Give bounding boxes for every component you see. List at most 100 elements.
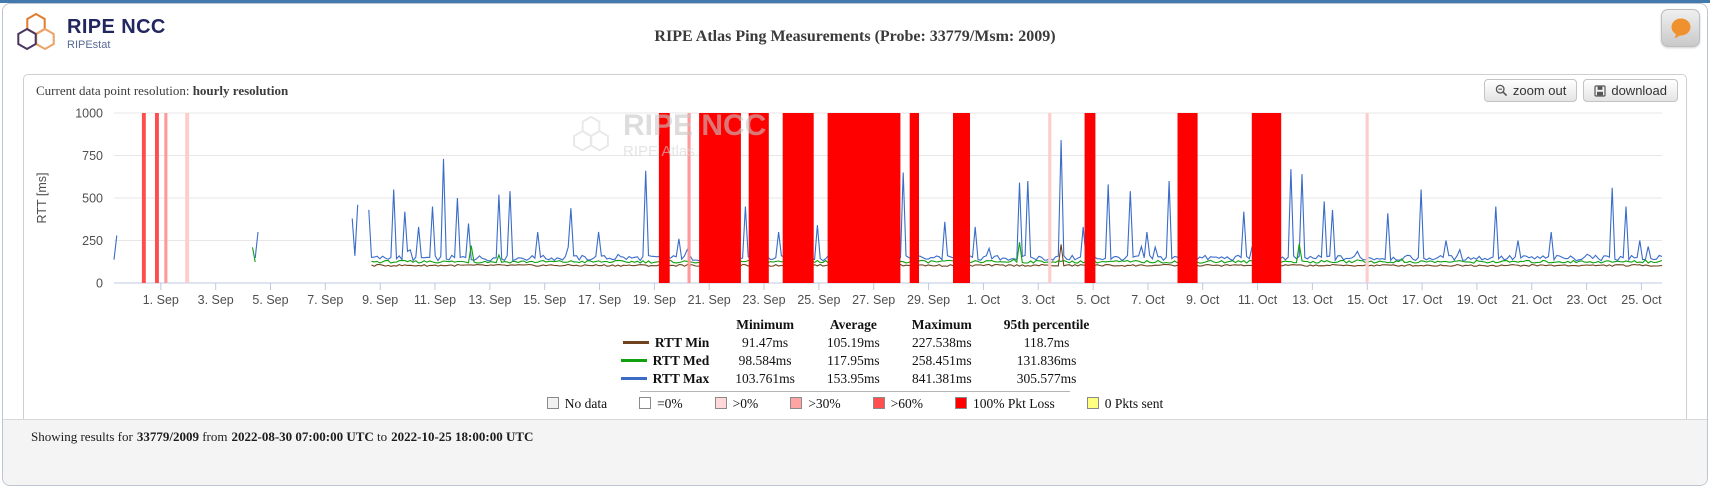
resolution-value: hourly resolution xyxy=(192,83,289,98)
logo-title: RIPE NCC xyxy=(67,16,166,38)
loss-legend-item: =0% xyxy=(639,396,683,412)
x-tick-label: 23. Sep xyxy=(742,293,785,307)
x-tick-label: 9. Oct xyxy=(1186,293,1220,307)
footer-from-value: 2022-08-30 07:00:00 UTC xyxy=(231,429,374,444)
resolution-text: Current data point resolution: hourly re… xyxy=(36,79,288,99)
x-tick-label: 9. Sep xyxy=(362,293,398,307)
packet-loss-band xyxy=(1251,113,1282,283)
loss-color-swatch xyxy=(872,397,885,409)
loss-legend-item: 0 Pkts sent xyxy=(1086,396,1163,412)
zoom-out-button[interactable]: zoom out xyxy=(1483,79,1578,102)
loss-color-swatch xyxy=(790,397,803,409)
series-name: RTT Max xyxy=(605,370,720,388)
x-tick-label: 25. Sep xyxy=(797,293,840,307)
packet-loss-band xyxy=(827,113,901,283)
footer-to-value: 2022-10-25 18:00:00 UTC xyxy=(391,429,534,444)
x-tick-label: 13. Sep xyxy=(468,293,511,307)
x-tick-label: 7. Sep xyxy=(307,293,343,307)
ripe-ncc-hexagons-icon xyxy=(17,12,55,51)
stat-value: 118.7ms xyxy=(1023,335,1070,350)
stat-value: 98.584ms xyxy=(738,353,792,368)
series-name: RTT Med xyxy=(605,352,720,370)
loss-color-swatch xyxy=(714,397,727,409)
stats-col-header: Average xyxy=(829,317,877,332)
legend-divider xyxy=(640,391,1070,392)
stat-value: 258.451ms xyxy=(911,353,972,368)
packet-loss-band xyxy=(687,113,691,283)
toolbar-buttons: zoom out download xyxy=(1483,79,1678,102)
ripe-ncc-logo[interactable]: RIPE NCC RIPEstat xyxy=(13,11,166,57)
speech-bubble-icon xyxy=(1671,18,1690,38)
stat-value: 91.47ms xyxy=(742,335,789,350)
loss-color-swatch xyxy=(639,397,652,409)
download-label: download xyxy=(1611,83,1667,98)
x-tick-label: 19. Sep xyxy=(633,293,676,307)
stats-col-header: 95th percentile xyxy=(1003,317,1090,332)
x-tick-label: 3. Oct xyxy=(1022,293,1056,307)
x-tick-label: 5. Oct xyxy=(1076,293,1110,307)
x-tick-label: 25. Oct xyxy=(1621,293,1662,307)
packet-loss-band xyxy=(699,113,741,283)
stat-value: 117.95ms xyxy=(827,353,880,368)
stat-value: 841.381ms xyxy=(911,371,972,386)
y-tick-label: 0 xyxy=(96,277,103,291)
packet-loss-band xyxy=(1084,113,1096,283)
x-tick-label: 15. Oct xyxy=(1347,293,1388,307)
y-tick-label: 750 xyxy=(82,149,103,163)
x-tick-label: 7. Oct xyxy=(1131,293,1165,307)
chart-panel: Current data point resolution: hourly re… xyxy=(23,74,1687,419)
stat-value: 227.538ms xyxy=(911,335,972,350)
series-line-swatch xyxy=(620,376,647,380)
packet-loss-legend: No data =0% >0% >30% >60% 100% Pkt Loss 0 Pkts… xyxy=(24,394,1686,419)
stats-col-header: Minimum xyxy=(736,317,794,332)
page-title: RIPE Atlas Ping Measurements (Probe: 337… xyxy=(654,28,1056,45)
zoom-out-label: zoom out xyxy=(1512,83,1567,98)
results-footer: Showing results for 33779/2009 from 2022-0… xyxy=(3,419,1707,485)
x-tick-label: 15. Sep xyxy=(523,293,566,307)
download-button[interactable]: download xyxy=(1583,79,1678,102)
stat-value: 105.19ms xyxy=(826,335,880,350)
x-tick-label: 21. Sep xyxy=(688,293,731,307)
feedback-button[interactable] xyxy=(1661,9,1700,47)
stats-col-header: Maximum xyxy=(911,317,972,332)
x-tick-label: 27. Sep xyxy=(852,293,895,307)
packet-loss-band xyxy=(1177,113,1198,283)
panel-toolbar: Current data point resolution: hourly re… xyxy=(24,75,1686,103)
footer-prefix: Showing results for xyxy=(31,429,133,444)
series-name: RTT Min xyxy=(605,334,720,352)
x-tick-label: 3. Sep xyxy=(198,293,234,307)
loss-color-swatch xyxy=(955,397,967,409)
x-tick-label: 13. Oct xyxy=(1292,293,1333,307)
packet-loss-band xyxy=(155,113,159,283)
magnifier-minus-icon xyxy=(1495,84,1508,97)
x-tick-label: 19. Oct xyxy=(1457,293,1498,307)
y-tick-label: 500 xyxy=(82,192,103,206)
packet-loss-band xyxy=(185,113,190,283)
widget-header: RIPE NCC RIPEstat RIPE Atlas Ping Measur… xyxy=(3,4,1707,74)
x-tick-label: 23. Oct xyxy=(1566,293,1607,307)
series-line-rtt-min xyxy=(371,244,1663,267)
logo-subtitle: RIPEstat xyxy=(67,39,111,51)
x-tick-label: 17. Sep xyxy=(578,293,621,307)
stats-row: RTT Max 103.761ms 153.95ms 841.381ms 305.577… xyxy=(605,370,1106,388)
stat-value: 305.577ms xyxy=(1016,371,1077,386)
loss-legend-item: >30% xyxy=(790,396,841,412)
x-tick-label: 5. Sep xyxy=(252,293,288,307)
loss-legend-item: >0% xyxy=(714,396,758,412)
packet-loss-band xyxy=(658,113,670,283)
packet-loss-band xyxy=(782,113,814,283)
packet-loss-band xyxy=(748,113,769,283)
rtt-timeseries-chart[interactable]: 1. Sep 3. Sep 5. Sep 7. Sep 9. Sep 11. Sep 13.… xyxy=(30,103,1680,311)
packet-loss-band xyxy=(141,113,146,283)
stat-value: 131.836ms xyxy=(1016,353,1077,368)
x-tick-label: 1. Oct xyxy=(967,293,1001,307)
footer-target: 33779/2009 xyxy=(136,429,199,444)
chart-area: 1. Sep 3. Sep 5. Sep 7. Sep 9. Sep 11. Sep 13.… xyxy=(24,103,1686,316)
stats-col-spacer xyxy=(605,316,720,334)
packet-loss-band xyxy=(953,113,970,283)
loss-legend-item: No data xyxy=(546,396,607,412)
stats-table: Minimum Average Maximum 95th percentile RTT… xyxy=(605,316,1106,388)
footer-from-word: from xyxy=(202,429,228,444)
packet-loss-band xyxy=(909,113,919,283)
series-line-rtt-med xyxy=(251,242,1663,264)
